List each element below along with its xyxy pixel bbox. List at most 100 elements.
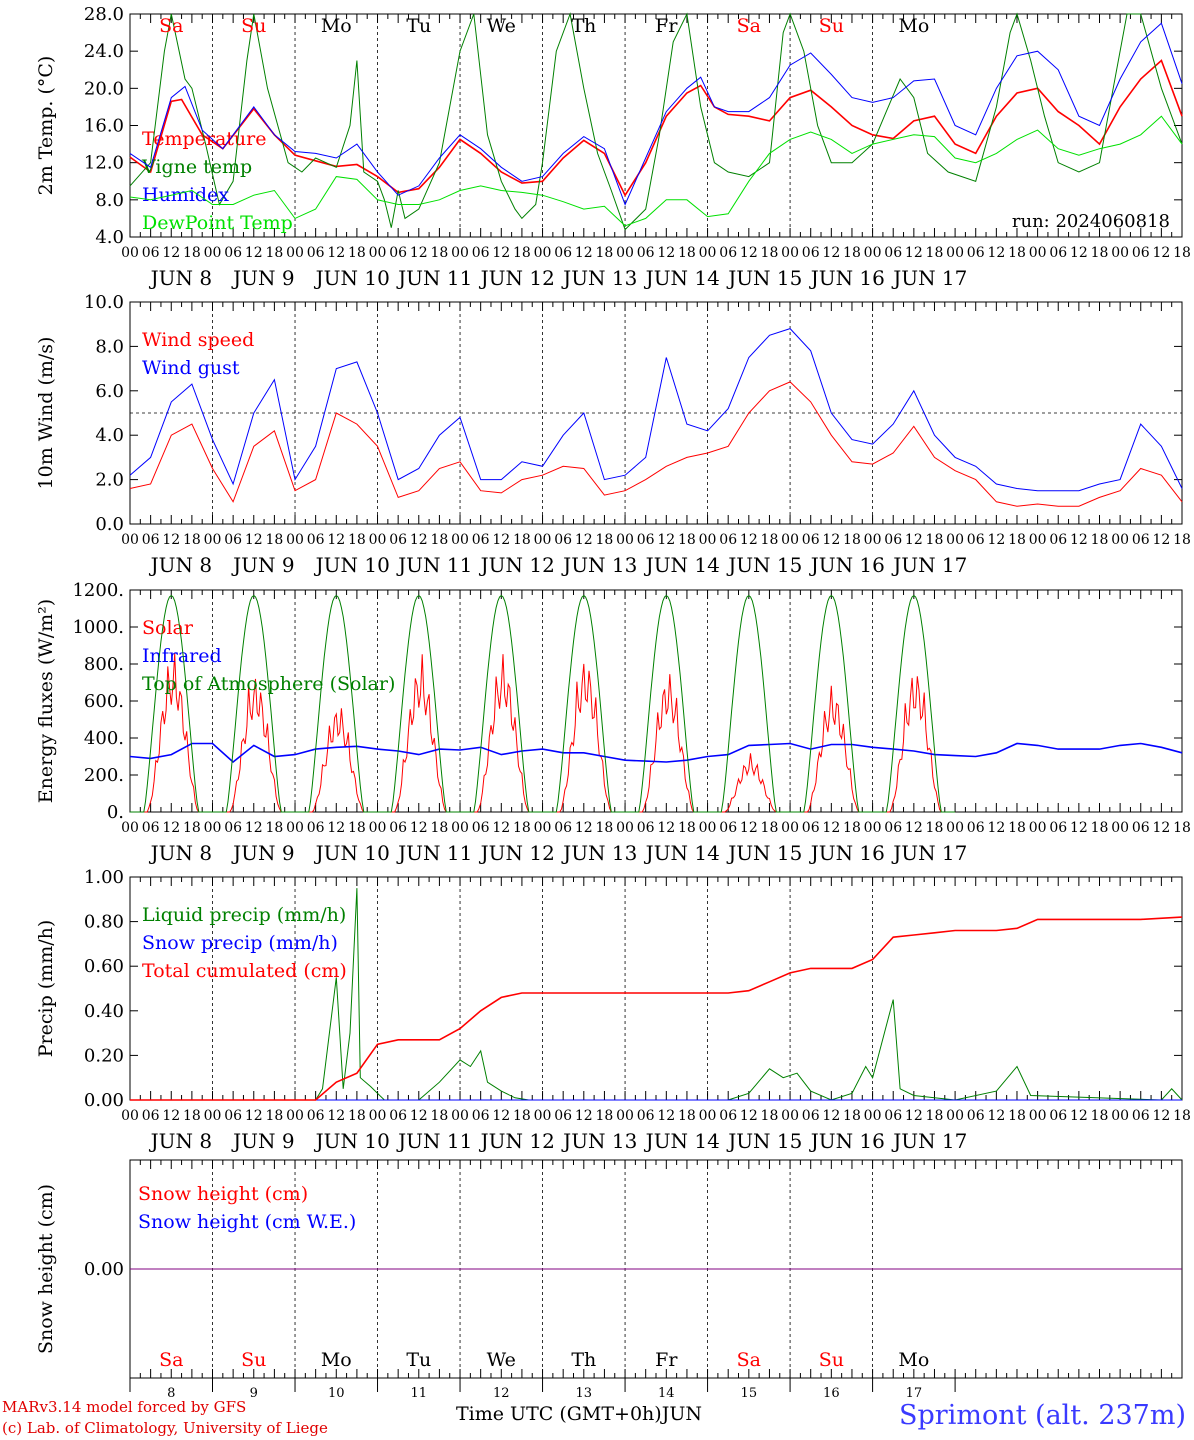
hour-tick-label: 06 xyxy=(554,245,572,261)
run-annotation: run: 2024060818 xyxy=(1012,211,1170,232)
series-line-infrared xyxy=(129,742,1183,764)
hour-tick-label: 18 xyxy=(843,532,861,548)
hour-tick-label: 12 xyxy=(162,1108,180,1124)
y-axis-label: Energy fluxes (W/m²) xyxy=(35,599,57,803)
hour-tick-label: 00 xyxy=(369,820,387,836)
hour-tick-label: 00 xyxy=(616,820,634,836)
hour-tick-label: 12 xyxy=(492,820,510,836)
hour-tick-label: 06 xyxy=(224,1108,242,1124)
hour-tick-label: 18 xyxy=(265,820,283,836)
hour-tick-label: 00 xyxy=(369,245,387,261)
hour-tick-label: 18 xyxy=(265,532,283,548)
hour-tick-label: 00 xyxy=(1029,532,1047,548)
y-tick-label: 4.0 xyxy=(95,425,124,446)
hour-tick-label: 18 xyxy=(430,1108,448,1124)
hour-tick-label: 12 xyxy=(822,1108,840,1124)
day-of-week-label: We xyxy=(487,15,516,37)
hour-tick-label: 12 xyxy=(657,245,675,261)
hour-tick-label: 12 xyxy=(987,820,1005,836)
hour-tick-label: 06 xyxy=(224,532,242,548)
hour-tick-label: 18 xyxy=(843,1108,861,1124)
hour-tick-label: 06 xyxy=(802,245,820,261)
hour-tick-label: 06 xyxy=(719,532,737,548)
hour-tick-label: 18 xyxy=(348,532,366,548)
hour-tick-label: 00 xyxy=(534,245,552,261)
hour-tick-label: 06 xyxy=(554,1108,572,1124)
hour-tick-label: 18 xyxy=(761,1108,779,1124)
hour-tick-label: 06 xyxy=(307,532,325,548)
hour-tick-label: 18 xyxy=(596,1108,614,1124)
hour-tick-label: 18 xyxy=(678,820,696,836)
hour-tick-label: 12 xyxy=(905,820,923,836)
day-of-week-label-bottom: Th xyxy=(571,1349,596,1371)
day-number-label: 17 xyxy=(906,1386,923,1401)
day-of-week-label: Fr xyxy=(655,15,678,37)
legend-entry: Top of Atmosphere (Solar) xyxy=(142,673,395,695)
date-label: JUN 16 xyxy=(809,266,885,290)
hour-tick-label: 18 xyxy=(513,245,531,261)
hour-tick-label: 18 xyxy=(1008,245,1026,261)
hour-tick-label: 06 xyxy=(719,820,737,836)
hour-tick-label: 06 xyxy=(637,532,655,548)
hour-tick-label: 12 xyxy=(245,245,263,261)
hour-tick-label: 12 xyxy=(905,532,923,548)
hour-tick-label: 00 xyxy=(534,1108,552,1124)
hour-tick-label: 18 xyxy=(265,245,283,261)
hour-tick-label: 12 xyxy=(822,820,840,836)
hour-tick-label: 06 xyxy=(472,532,490,548)
x-axis-title: Time UTC (GMT+0h) xyxy=(456,1403,662,1425)
hour-tick-label: 06 xyxy=(389,532,407,548)
date-label: JUN 10 xyxy=(314,841,390,865)
day-of-week-label-bottom: Su xyxy=(241,1349,266,1371)
y-tick-label: 0.0 xyxy=(95,514,124,535)
hour-tick-label: 12 xyxy=(492,532,510,548)
hour-tick-label: 00 xyxy=(699,245,717,261)
hour-tick-label: 12 xyxy=(410,820,428,836)
hour-tick-label: 06 xyxy=(719,245,737,261)
day-of-week-label: Mo xyxy=(898,15,929,37)
hour-tick-label: 18 xyxy=(926,532,944,548)
hour-tick-label: 00 xyxy=(781,820,799,836)
hour-tick-label: 18 xyxy=(761,245,779,261)
hour-tick-label: 12 xyxy=(657,532,675,548)
hour-tick-label: 06 xyxy=(307,820,325,836)
y-tick-label: 0.60 xyxy=(84,956,124,977)
station-name: Sprimont (alt. 237m) xyxy=(899,1400,1186,1431)
date-label: JUN 13 xyxy=(561,841,637,865)
series-line-wind-gust xyxy=(129,328,1183,492)
hour-tick-label: 00 xyxy=(121,1108,139,1124)
y-tick-label: 400. xyxy=(84,728,124,749)
hour-tick-label: 06 xyxy=(1049,820,1067,836)
y-tick-label: 0.80 xyxy=(84,912,124,933)
date-label: JUN 17 xyxy=(891,841,967,865)
hour-tick-label: 12 xyxy=(162,245,180,261)
hour-tick-label: 06 xyxy=(1132,820,1150,836)
hour-tick-label: 00 xyxy=(1111,1108,1129,1124)
hour-tick-label: 18 xyxy=(926,245,944,261)
x-axis-label: Time UTC (GMT+0h)JUN xyxy=(456,1403,702,1425)
hour-tick-label: 00 xyxy=(864,245,882,261)
hour-tick-label: 12 xyxy=(410,245,428,261)
hour-tick-label: 06 xyxy=(142,1108,160,1124)
y-axis-label: 10m Wind (m/s) xyxy=(35,337,57,490)
day-number-label: 14 xyxy=(658,1386,675,1401)
date-label: JUN 13 xyxy=(561,553,637,577)
y-tick-label: 0.00 xyxy=(84,1090,124,1111)
hour-tick-label: 00 xyxy=(781,1108,799,1124)
y-tick-label: 12.0 xyxy=(84,153,124,174)
hour-tick-label: 18 xyxy=(430,532,448,548)
hour-tick-label: 00 xyxy=(864,1108,882,1124)
day-of-week-label-bottom: Sa xyxy=(737,1349,761,1371)
hour-tick-label: 12 xyxy=(987,245,1005,261)
hour-tick-label: 00 xyxy=(616,532,634,548)
hour-tick-label: 18 xyxy=(430,820,448,836)
hour-tick-label: 06 xyxy=(637,820,655,836)
date-label: JUN 10 xyxy=(314,266,390,290)
hour-tick-label: 12 xyxy=(327,820,345,836)
day-number-label: 12 xyxy=(493,1386,510,1401)
day-number-label: 9 xyxy=(250,1386,258,1401)
hour-tick-label: 06 xyxy=(472,820,490,836)
model-credit: MARv3.14 model forced by GFS xyxy=(2,1398,247,1416)
hour-tick-label: 06 xyxy=(884,532,902,548)
